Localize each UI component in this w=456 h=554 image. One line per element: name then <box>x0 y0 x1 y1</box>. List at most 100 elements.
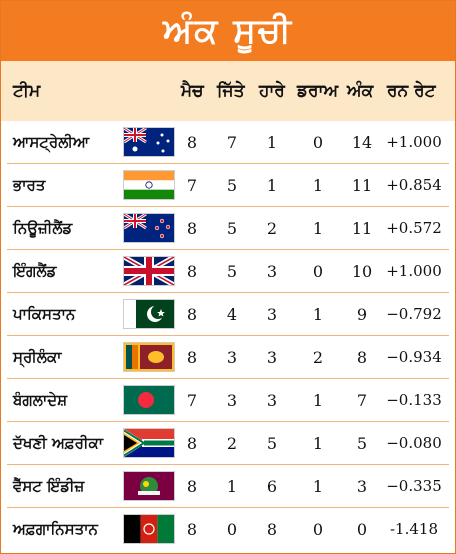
row-divider <box>7 292 449 293</box>
cell-nrr: +1.000 <box>386 133 442 151</box>
sri-lanka-flag-icon <box>123 342 175 372</box>
cell-played: 8 <box>186 434 198 453</box>
row-divider <box>7 507 449 508</box>
cell-draw: 1 <box>312 391 324 410</box>
row-divider <box>7 335 449 336</box>
cell-played: 8 <box>186 520 198 539</box>
cell-won: 7 <box>226 133 238 152</box>
row-divider <box>7 464 449 465</box>
india-flag-icon <box>123 170 175 200</box>
team-name: ਅਫ਼ਗਾਨਿਸਤਾਨ <box>13 520 98 538</box>
team-name: ਪਾਕਿਸਤਾਨ <box>13 305 76 323</box>
cell-draw: 1 <box>312 176 324 195</box>
cell-nrr: −0.335 <box>386 477 442 495</box>
table-row: ਆਸਟ੍ਰੇਲੀਆ 8 7 1 0 14 +1.000 <box>1 121 455 163</box>
table-row: ਵੈੱਸਟ ਇੰਡੀਜ਼ 8 1 6 1 3 −0.335 <box>1 465 455 507</box>
bangladesh-flag-icon <box>123 385 175 415</box>
table-row: ਬੰਗਲਾਦੇਸ਼ 7 3 3 1 7 −0.133 <box>1 379 455 421</box>
header-draw: ਡਰਾਅ <box>297 81 339 101</box>
cell-draw: 1 <box>312 477 324 496</box>
cell-draw: 0 <box>312 262 324 281</box>
team-name: ਭਾਰਤ <box>13 176 46 194</box>
south-africa-flag-icon <box>123 428 175 458</box>
table-title: ਅੰਕ ਸੂਚੀ <box>162 11 294 51</box>
table-row: ਸ੍ਰੀਲੰਕਾ 8 3 3 2 8 −0.934 <box>1 336 455 378</box>
cell-draw: 1 <box>312 434 324 453</box>
cell-played: 8 <box>186 262 198 281</box>
cell-draw: 2 <box>312 348 324 367</box>
cell-points: 5 <box>356 434 368 453</box>
cell-played: 7 <box>186 176 198 195</box>
team-name: ਦੱਖਣੀ ਅਫ਼ਰੀਕਾ <box>13 434 104 452</box>
title-bar: ਅੰਕ ਸੂਚੀ <box>1 1 455 61</box>
table-row: ਅਫ਼ਗਾਨਿਸਤਾਨ 8 0 8 0 0 -1.418 <box>1 508 455 550</box>
cell-won: 1 <box>226 477 238 496</box>
cell-won: 3 <box>226 348 238 367</box>
cell-played: 8 <box>186 305 198 324</box>
row-divider <box>7 378 449 379</box>
cell-points: 0 <box>356 520 368 539</box>
cell-lost: 3 <box>266 348 278 367</box>
cell-nrr: −0.934 <box>386 348 442 366</box>
australia-flag-icon <box>123 126 175 157</box>
cell-draw: 1 <box>312 305 324 324</box>
cell-played: 7 <box>186 391 198 410</box>
row-divider <box>7 206 449 207</box>
cell-points: 3 <box>356 477 368 496</box>
team-name: ਆਸਟ੍ਰੇਲੀਆ <box>13 133 90 151</box>
row-divider <box>7 421 449 422</box>
cell-lost: 1 <box>266 133 278 152</box>
cell-lost: 3 <box>266 391 278 410</box>
england-flag-icon <box>122 254 176 288</box>
cell-points: 10 <box>351 262 373 281</box>
cell-won: 2 <box>226 434 238 453</box>
team-name: ਨਿਊਜ਼ੀਲੈਂਡ <box>13 219 73 237</box>
cell-won: 0 <box>226 520 238 539</box>
cell-lost: 2 <box>266 219 278 238</box>
cell-nrr: −0.133 <box>386 391 442 409</box>
cell-points: 9 <box>356 305 368 324</box>
cell-draw: 0 <box>312 133 324 152</box>
header-lost: ਹਾਰੇ <box>259 81 285 101</box>
cell-nrr: +0.572 <box>386 219 442 237</box>
row-divider <box>7 163 449 164</box>
cell-points: 11 <box>351 219 373 238</box>
cell-nrr: −0.080 <box>386 434 442 452</box>
row-divider <box>7 249 449 250</box>
header-row: ਟੀਮ ਮੈਚ ਜਿੱਤੇ ਹਾਰੇ ਡਰਾਅ ਅੰਕ ਰਨ ਰੇਟ <box>1 61 455 121</box>
cell-lost: 5 <box>266 434 278 453</box>
team-name: ਸ੍ਰੀਲੰਕਾ <box>13 348 62 366</box>
cell-won: 4 <box>226 305 238 324</box>
header-nrr: ਰਨ ਰੇਟ <box>387 81 436 101</box>
cell-nrr: +0.854 <box>386 176 442 194</box>
cell-points: 7 <box>356 391 368 410</box>
cell-played: 8 <box>186 477 198 496</box>
cell-nrr: +1.000 <box>386 262 442 280</box>
cell-played: 8 <box>186 348 198 367</box>
cell-lost: 3 <box>266 305 278 324</box>
cell-won: 5 <box>226 176 238 195</box>
west-indies-flag-icon <box>123 471 175 501</box>
cell-won: 5 <box>226 219 238 238</box>
cell-played: 8 <box>186 133 198 152</box>
header-played: ਮੈਚ <box>181 81 204 101</box>
header-won: ਜਿੱਤੇ <box>217 81 245 101</box>
table-row: ਦੱਖਣੀ ਅਫ਼ਰੀਕਾ 8 2 5 1 5 −0.080 <box>1 422 455 464</box>
cell-lost: 8 <box>266 520 278 539</box>
cell-lost: 3 <box>266 262 278 281</box>
cell-lost: 1 <box>266 176 278 195</box>
pakistan-flag-icon <box>123 299 175 329</box>
table-row: ਇੰਗਲੈਂਡ 8 5 3 0 10 +1.000 <box>1 250 455 292</box>
team-name: ਬੰਗਲਾਦੇਸ਼ <box>13 391 68 409</box>
header-points: ਅੰਕ <box>347 81 374 101</box>
table-row: ਪਾਕਿਸਤਾਨ 8 4 3 1 9 −0.792 <box>1 293 455 335</box>
cell-nrr: -1.418 <box>389 520 438 538</box>
cell-won: 3 <box>226 391 238 410</box>
cell-nrr: −0.792 <box>386 305 442 323</box>
cell-won: 5 <box>226 262 238 281</box>
new-zealand-flag-icon <box>123 212 175 243</box>
team-name: ਇੰਗਲੈਂਡ <box>13 262 57 280</box>
cell-points: 11 <box>351 176 373 195</box>
cell-points: 14 <box>351 133 373 152</box>
